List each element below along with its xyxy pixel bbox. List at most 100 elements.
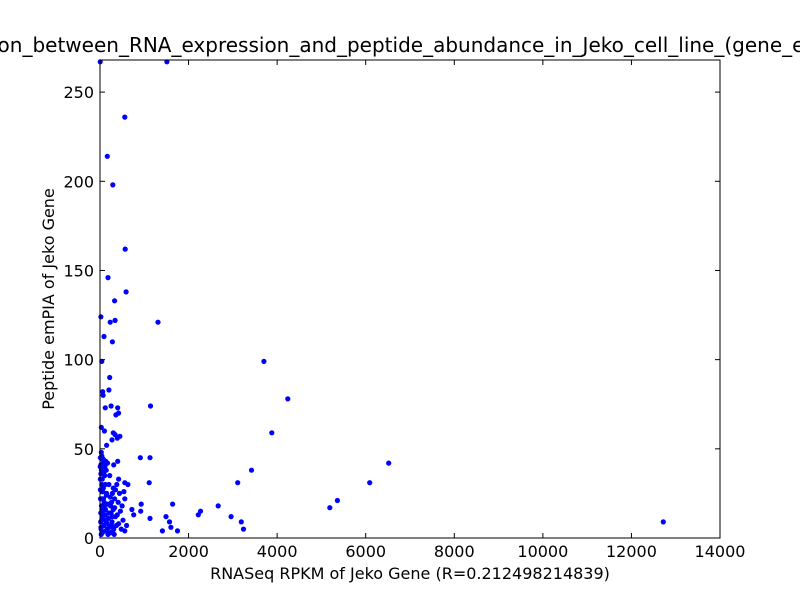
data-point xyxy=(119,503,125,509)
data-point xyxy=(110,485,116,491)
data-point xyxy=(228,514,234,520)
chart-title: Correlation_between_RNA_expression_and_p… xyxy=(0,33,800,57)
x-tick-label: 4000 xyxy=(257,542,298,561)
data-point xyxy=(235,480,241,486)
data-point xyxy=(117,508,123,514)
data-point xyxy=(170,501,176,507)
data-point xyxy=(386,460,392,466)
data-point xyxy=(100,460,106,466)
x-tick-label: 2000 xyxy=(168,542,209,561)
data-point xyxy=(285,396,291,402)
data-point xyxy=(137,455,143,461)
y-tick-label: 200 xyxy=(63,172,94,191)
data-point xyxy=(112,505,118,511)
data-point xyxy=(238,519,244,525)
data-point xyxy=(147,403,154,409)
data-point xyxy=(106,481,112,488)
x-axis: 0 2000 4000 6000 8000 10000 12000 14000 xyxy=(95,60,746,561)
data-point xyxy=(114,512,120,518)
x-tick-label: 6000 xyxy=(345,542,386,561)
y-tick-label: 0 xyxy=(84,529,94,548)
data-point xyxy=(121,489,127,495)
data-point xyxy=(168,524,174,530)
data-point xyxy=(116,476,122,482)
data-point xyxy=(111,462,117,468)
data-point xyxy=(115,458,121,464)
data-point xyxy=(115,405,121,411)
data-point xyxy=(99,489,105,495)
data-point xyxy=(215,503,221,509)
plot-area-frame xyxy=(99,59,721,539)
data-point xyxy=(107,319,113,325)
y-tick-label: 150 xyxy=(63,261,94,280)
data-point xyxy=(99,506,105,513)
data-point xyxy=(101,428,107,434)
x-tick-label: 14000 xyxy=(695,542,746,561)
data-point xyxy=(107,374,113,381)
data-point xyxy=(101,333,107,340)
data-point xyxy=(163,514,169,520)
y-axis-label: Peptide emPIA of Jeko Gene xyxy=(39,188,58,410)
data-point xyxy=(108,522,115,529)
data-point xyxy=(327,505,333,511)
data-point xyxy=(195,512,201,518)
data-point xyxy=(104,526,110,532)
data-point xyxy=(106,387,112,393)
data-point xyxy=(146,480,152,486)
data-point xyxy=(122,246,128,252)
data-point xyxy=(166,519,173,525)
data-point xyxy=(112,317,118,323)
data-point xyxy=(367,480,373,486)
data-point xyxy=(269,430,275,436)
data-point xyxy=(116,490,123,496)
data-point xyxy=(103,467,109,473)
data-point xyxy=(104,153,110,159)
y-axis: 0 50 100 150 200 250 xyxy=(63,83,720,548)
data-point xyxy=(107,473,113,479)
data-point xyxy=(109,437,115,443)
data-point xyxy=(104,442,110,448)
data-point xyxy=(122,114,128,120)
x-axis-label: RNASeq RPKM of Jeko Gene (R=0.2124982148… xyxy=(210,564,610,583)
data-point xyxy=(112,298,118,304)
data-point xyxy=(129,506,135,513)
data-point xyxy=(124,522,130,529)
data-point xyxy=(108,403,114,409)
data-point xyxy=(334,497,340,504)
data-point xyxy=(120,517,126,523)
data-point xyxy=(138,508,144,514)
data-point xyxy=(122,496,128,502)
data-point xyxy=(131,512,137,518)
data-point xyxy=(125,481,131,488)
data-point xyxy=(110,182,116,188)
data-point xyxy=(112,496,118,502)
data-point xyxy=(102,405,108,411)
data-point xyxy=(155,319,161,325)
data-point xyxy=(98,449,104,455)
data-point xyxy=(105,275,111,281)
data-point xyxy=(660,519,666,525)
data-point xyxy=(109,514,115,520)
data-point xyxy=(261,358,267,364)
data-point xyxy=(113,412,119,418)
data-point xyxy=(102,512,108,518)
data-point xyxy=(240,526,247,532)
y-tick-label: 100 xyxy=(63,351,94,370)
data-point xyxy=(98,531,104,538)
data-point xyxy=(174,528,181,534)
data-point xyxy=(98,524,104,530)
x-tick-label: 12000 xyxy=(606,542,657,561)
data-point xyxy=(98,314,104,320)
x-tick-label: 10000 xyxy=(517,542,568,561)
data-point xyxy=(113,522,119,529)
data-point xyxy=(123,289,129,295)
data-point xyxy=(103,519,109,525)
data-point xyxy=(147,515,153,522)
data-point xyxy=(107,494,113,500)
data-point xyxy=(114,481,120,488)
x-tick-label: 0 xyxy=(95,542,105,561)
data-point xyxy=(115,499,121,505)
x-tick-label: 8000 xyxy=(434,542,475,561)
